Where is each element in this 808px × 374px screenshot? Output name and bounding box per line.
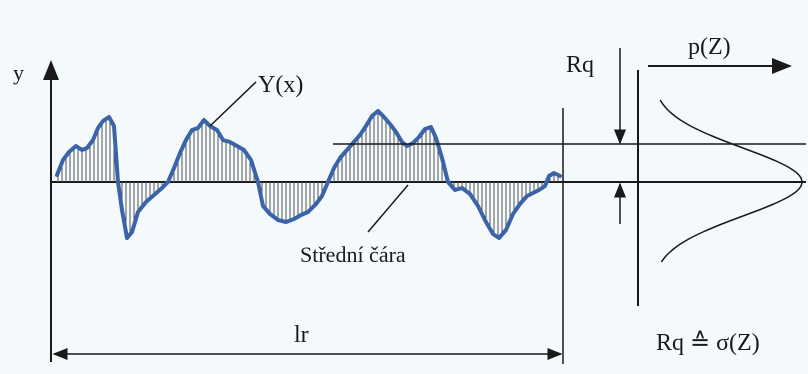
length-label: lr <box>294 322 309 348</box>
density-label: p(Z) <box>688 34 731 60</box>
profile-curve <box>55 109 562 240</box>
relation-label: Rq ≙ σ(Z) <box>656 330 760 356</box>
mean-line-label: Střední čára <box>300 242 406 267</box>
profile-label: Y(x) <box>258 72 303 98</box>
y-axis-label: y <box>13 60 24 85</box>
profile-leader <box>209 81 257 127</box>
mean-line-leader <box>367 184 409 233</box>
density-curve <box>659 99 803 263</box>
rq-label: Rq <box>566 52 594 78</box>
